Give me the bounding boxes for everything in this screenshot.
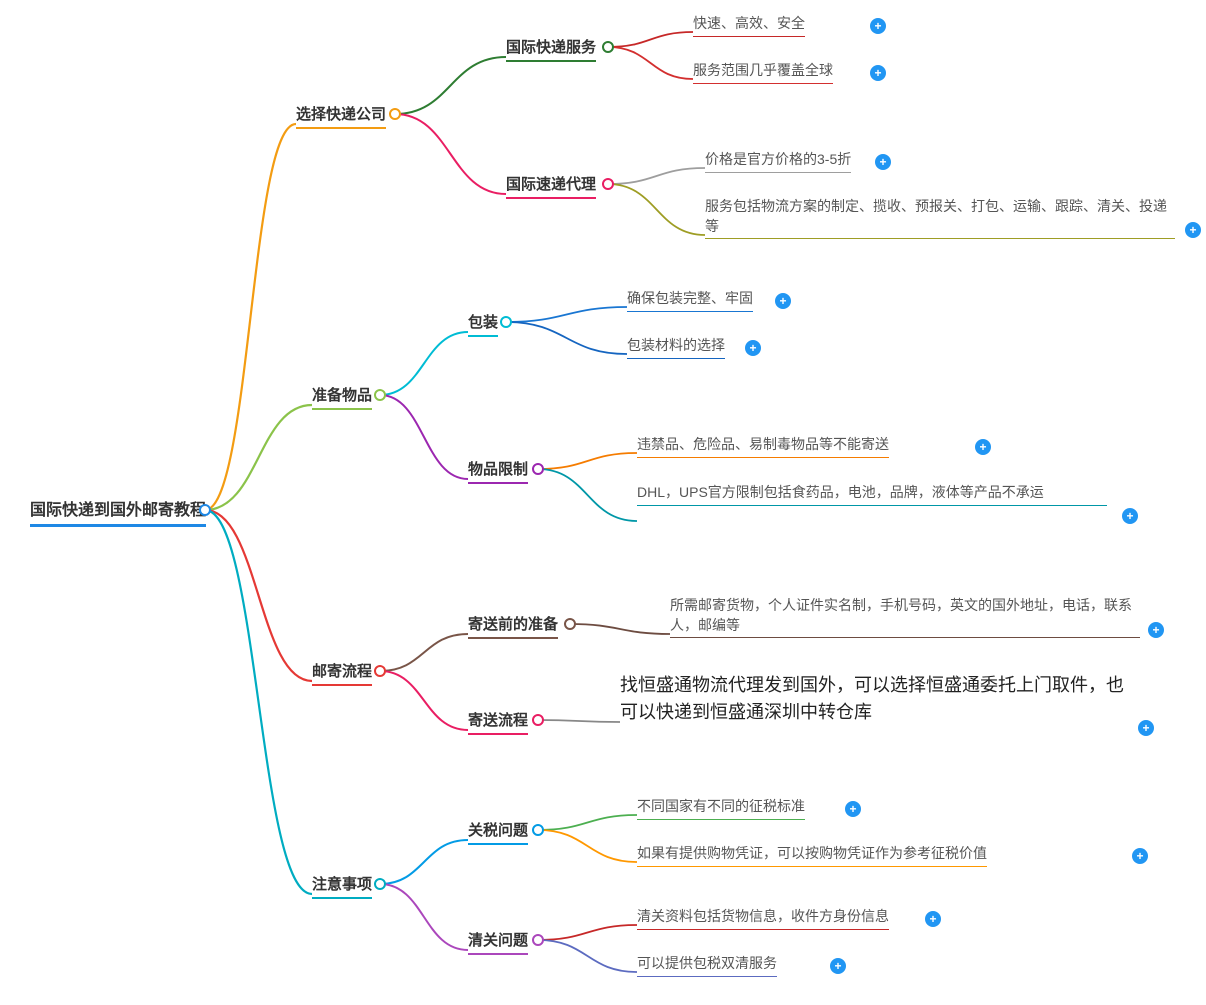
- dot-l2-11: [602, 41, 614, 53]
- node-prepare-items[interactable]: 准备物品: [312, 385, 372, 410]
- leaf-global-coverage[interactable]: 服务范围几乎覆盖全球: [693, 61, 833, 84]
- node-tariff-issues[interactable]: 关税问题: [468, 820, 528, 845]
- dot-l1-3: [374, 665, 386, 677]
- expand-icon[interactable]: +: [830, 958, 846, 974]
- node-intl-express-service[interactable]: 国际快递服务: [506, 37, 596, 62]
- leaf-required-info[interactable]: 所需邮寄货物，个人证件实名制，手机号码，英文的国外地址，电话，联系人，邮编等: [670, 596, 1140, 638]
- expand-icon[interactable]: +: [745, 340, 761, 356]
- root-dot: [199, 504, 211, 516]
- expand-icon[interactable]: +: [1185, 222, 1201, 238]
- leaf-packaging-secure[interactable]: 确保包装完整、牢固: [627, 289, 753, 312]
- dot-l2-42: [532, 934, 544, 946]
- node-intl-express-agent[interactable]: 国际速递代理: [506, 174, 596, 199]
- expand-icon[interactable]: +: [1132, 848, 1148, 864]
- dot-l1-1: [389, 108, 401, 120]
- dot-l2-32: [532, 714, 544, 726]
- leaf-customs-docs[interactable]: 清关资料包括货物信息，收件方身份信息: [637, 907, 889, 930]
- leaf-hengshengtong-process[interactable]: 找恒盛通物流代理发到国外，可以选择恒盛通委托上门取件，也可以快递到恒盛通深圳中转…: [620, 672, 1130, 728]
- dot-l2-22: [532, 463, 544, 475]
- node-pre-send-prep[interactable]: 寄送前的准备: [468, 614, 558, 639]
- expand-icon[interactable]: +: [775, 293, 791, 309]
- expand-icon[interactable]: +: [875, 154, 891, 170]
- node-choose-courier[interactable]: 选择快递公司: [296, 104, 386, 129]
- leaf-fast-efficient-safe[interactable]: 快速、高效、安全: [693, 14, 805, 37]
- leaf-prohibited-items[interactable]: 违禁品、危险品、易制毒物品等不能寄送: [637, 435, 889, 458]
- dot-l2-41: [532, 824, 544, 836]
- leaf-price-discount[interactable]: 价格是官方价格的3-5折: [705, 150, 851, 173]
- root-node[interactable]: 国际快递到国外邮寄教程: [30, 500, 206, 527]
- leaf-purchase-proof[interactable]: 如果有提供购物凭证，可以按购物凭证作为参考征税价值: [637, 844, 987, 867]
- leaf-tax-standards[interactable]: 不同国家有不同的征税标准: [637, 797, 805, 820]
- leaf-dhl-ups-restrictions[interactable]: DHL，UPS官方限制包括食药品，电池，品牌，液体等产品不承运: [637, 483, 1107, 506]
- leaf-service-scope[interactable]: 服务包括物流方案的制定、揽收、预报关、打包、运输、跟踪、清关、投递等: [705, 197, 1175, 239]
- dot-l1-4: [374, 878, 386, 890]
- dot-l2-31: [564, 618, 576, 630]
- expand-icon[interactable]: +: [975, 439, 991, 455]
- dot-l1-2: [374, 389, 386, 401]
- expand-icon[interactable]: +: [845, 801, 861, 817]
- expand-icon[interactable]: +: [870, 18, 886, 34]
- node-item-restrictions[interactable]: 物品限制: [468, 459, 528, 484]
- expand-icon[interactable]: +: [925, 911, 941, 927]
- node-customs-issues[interactable]: 清关问题: [468, 930, 528, 955]
- dot-l2-12: [602, 178, 614, 190]
- leaf-packaging-material[interactable]: 包装材料的选择: [627, 336, 725, 359]
- leaf-tax-included-service[interactable]: 可以提供包税双清服务: [637, 954, 777, 977]
- expand-icon[interactable]: +: [1138, 720, 1154, 736]
- node-packaging[interactable]: 包装: [468, 312, 498, 337]
- node-notes[interactable]: 注意事项: [312, 874, 372, 899]
- node-mailing-process[interactable]: 邮寄流程: [312, 661, 372, 686]
- expand-icon[interactable]: +: [1122, 508, 1138, 524]
- node-send-process[interactable]: 寄送流程: [468, 710, 528, 735]
- dot-l2-21: [500, 316, 512, 328]
- expand-icon[interactable]: +: [1148, 622, 1164, 638]
- expand-icon[interactable]: +: [870, 65, 886, 81]
